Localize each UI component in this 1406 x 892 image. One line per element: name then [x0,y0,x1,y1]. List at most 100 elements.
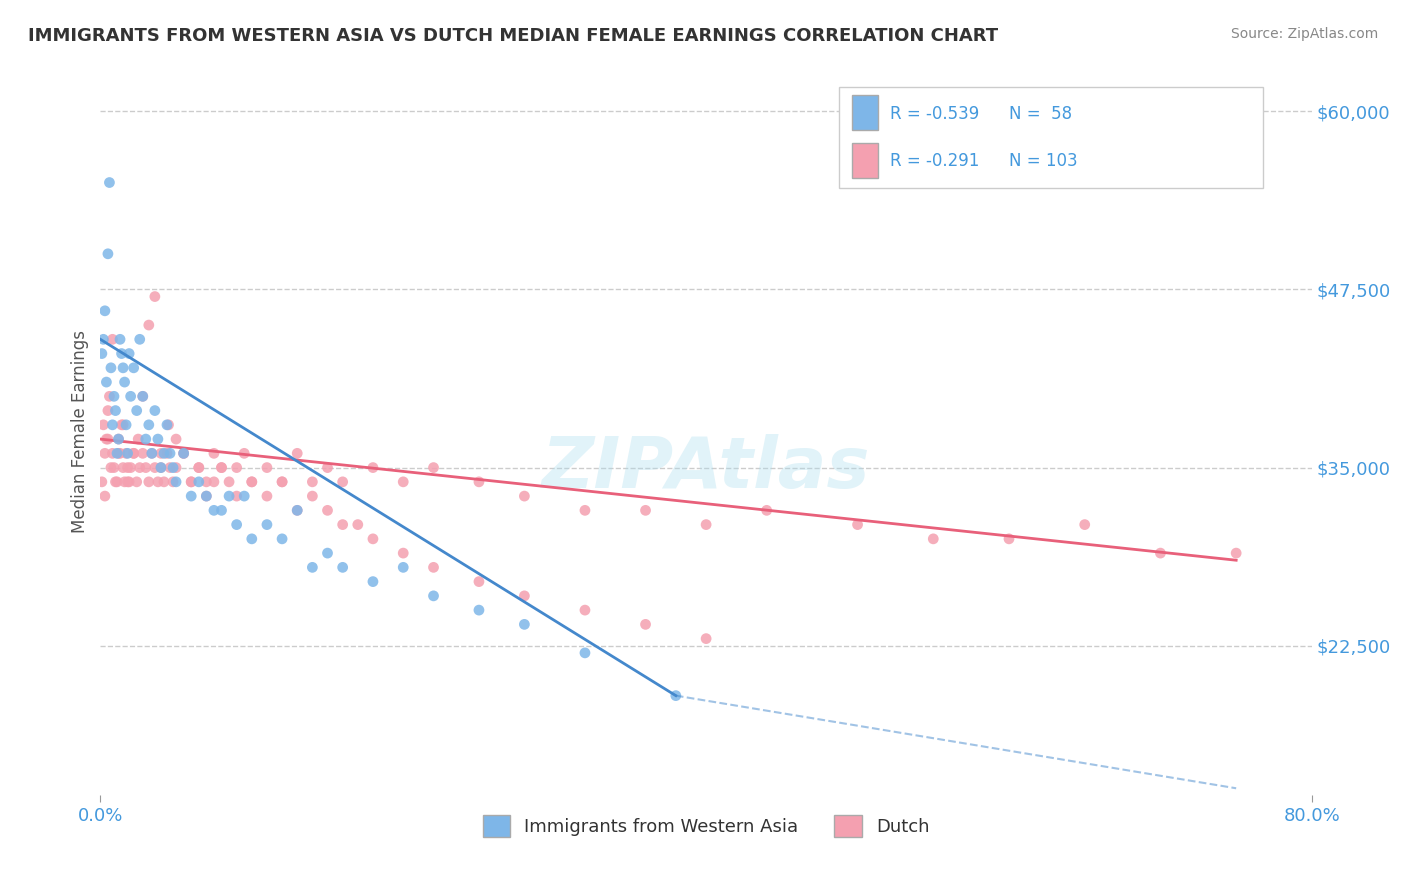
Point [94,446,117,460]
FancyBboxPatch shape [852,143,879,178]
Point [120,389,142,403]
Point [195,489,218,503]
Point [122,446,145,460]
Point [165,475,187,489]
Point [143,289,166,303]
Point [149,446,172,460]
Legend: Immigrants from Western Asia, Dutch: Immigrants from Western Asia, Dutch [475,808,936,845]
FancyBboxPatch shape [839,87,1264,188]
Point [128,332,150,346]
Point [316,503,339,517]
Point [1225,546,1247,560]
Point [173,446,195,460]
Point [115,446,138,460]
Point [271,475,294,489]
Point [202,503,225,517]
Point [115,417,138,432]
Point [998,532,1021,546]
Point [104,403,127,417]
Point [118,346,141,360]
Point [332,517,354,532]
Point [180,489,202,503]
Point [128,460,150,475]
Point [468,574,491,589]
Point [218,475,240,489]
Text: ZIPAtlas: ZIPAtlas [541,434,870,503]
Point [110,346,132,360]
Point [665,689,688,703]
Point [422,560,444,574]
Point [112,460,135,475]
Point [96,375,118,389]
Point [392,546,415,560]
Point [97,403,120,417]
Point [93,332,115,346]
Point [361,460,384,475]
Point [332,560,354,574]
Point [574,503,596,517]
Point [159,446,181,460]
Point [271,475,294,489]
Point [112,417,135,432]
Point [240,475,263,489]
Point [187,475,209,489]
Point [117,446,139,460]
Point [114,375,136,389]
Point [346,517,368,532]
Point [100,460,122,475]
Point [141,446,163,460]
Point [165,432,187,446]
Point [233,489,256,503]
Point [97,247,120,261]
Point [104,475,127,489]
Text: Source: ZipAtlas.com: Source: ZipAtlas.com [1230,27,1378,41]
Point [90,346,112,360]
Point [574,646,596,660]
Point [225,460,247,475]
Point [695,632,717,646]
Point [101,417,124,432]
Point [361,574,384,589]
Point [108,446,131,460]
Point [143,460,166,475]
Point [103,460,125,475]
Point [695,517,717,532]
Point [574,603,596,617]
Point [149,460,172,475]
Point [101,446,124,460]
Point [141,446,163,460]
Point [94,303,117,318]
Point [422,460,444,475]
Point [256,489,278,503]
Point [1073,517,1095,532]
Point [107,446,129,460]
Point [285,503,308,517]
Point [98,176,121,190]
Y-axis label: Median Female Earnings: Median Female Earnings [72,330,89,533]
Point [240,532,263,546]
Point [187,460,209,475]
Point [93,417,115,432]
Point [125,403,148,417]
Point [316,460,339,475]
Point [108,332,131,346]
Point [468,475,491,489]
Point [117,460,139,475]
Point [162,475,184,489]
Point [100,360,122,375]
Point [285,446,308,460]
Point [112,360,135,375]
Point [285,503,308,517]
Point [468,603,491,617]
Point [233,446,256,460]
Point [513,589,536,603]
Point [301,560,323,574]
Point [211,460,233,475]
FancyBboxPatch shape [852,95,879,130]
Point [127,432,149,446]
Point [256,460,278,475]
Point [132,389,155,403]
Point [392,475,415,489]
Point [138,318,160,332]
Point [122,360,145,375]
